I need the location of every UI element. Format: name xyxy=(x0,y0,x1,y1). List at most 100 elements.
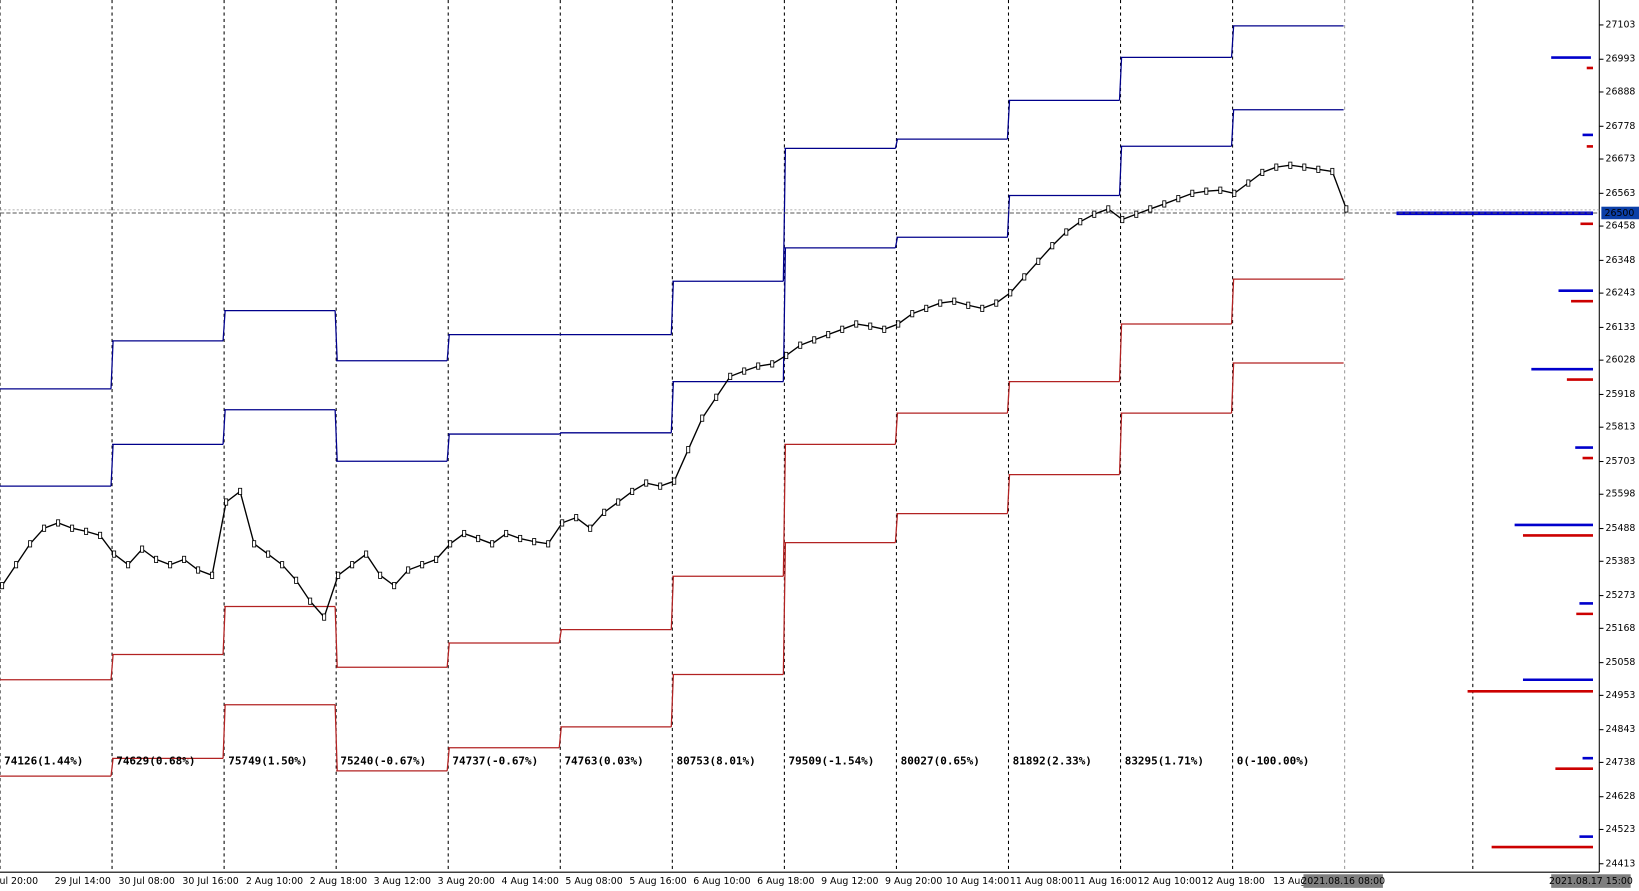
price-candle xyxy=(434,555,439,563)
band-step xyxy=(894,513,899,543)
y-tick-label: 26563 xyxy=(1606,188,1636,199)
price-candle xyxy=(756,362,761,370)
band-step xyxy=(1230,25,1235,58)
x-tick-label: 3 Aug 12:00 xyxy=(374,876,431,887)
price-candle xyxy=(154,555,159,563)
side-levels xyxy=(1396,56,1594,849)
price-candle xyxy=(1078,218,1083,226)
x-tick-label: 2 Aug 10:00 xyxy=(246,876,303,887)
band-step xyxy=(222,409,226,445)
x-tick-label: 30 Jul 08:00 xyxy=(119,876,175,887)
x-tick-label: 12 Aug 18:00 xyxy=(1202,876,1265,887)
y-tick-label: 25273 xyxy=(1606,590,1636,601)
price-candle xyxy=(420,561,425,569)
band-step xyxy=(894,138,899,149)
price-candle xyxy=(966,301,971,309)
price-candle xyxy=(70,524,75,532)
band-step xyxy=(894,413,899,445)
x-tick-label: 11 Aug 16:00 xyxy=(1074,876,1137,887)
band-step xyxy=(222,310,226,341)
band-step xyxy=(222,606,226,655)
price-candle xyxy=(1330,167,1335,176)
price-candle xyxy=(1176,195,1181,203)
price-candle xyxy=(574,514,579,522)
price-candle xyxy=(714,393,719,401)
price-candle xyxy=(504,529,509,538)
price-candle xyxy=(658,482,663,490)
price-candle xyxy=(1092,210,1097,218)
y-tick-label: 26028 xyxy=(1606,355,1636,366)
price-candle xyxy=(602,508,607,516)
y-tick-label: 26888 xyxy=(1606,86,1636,97)
price-candle xyxy=(616,498,621,506)
session-label: 81892(2.33%) xyxy=(1013,754,1092,767)
price-candle xyxy=(938,299,943,307)
price-candle xyxy=(1050,242,1055,250)
band-step xyxy=(1006,474,1011,514)
price-candle xyxy=(854,320,859,328)
price-candle xyxy=(826,331,831,339)
cursor-label-box xyxy=(1303,874,1383,888)
band-step xyxy=(782,148,787,282)
y-tick-label: 25703 xyxy=(1606,456,1636,467)
price-candle xyxy=(168,561,173,569)
cursor-label: 2021.08.16 08:00 xyxy=(1301,876,1385,887)
price-candle xyxy=(546,540,551,548)
price-candle xyxy=(1148,205,1153,213)
x-tick-label: 30 Jul 16:00 xyxy=(182,876,238,887)
band-step xyxy=(782,542,787,675)
price-candle xyxy=(728,372,733,380)
session-label: 75749(1.50%) xyxy=(228,754,307,767)
y-tick-label: 24953 xyxy=(1606,690,1636,701)
price-candle xyxy=(1246,179,1251,187)
price-candle xyxy=(336,571,341,579)
band-step xyxy=(1118,146,1123,196)
band-step xyxy=(110,654,114,680)
price-candle xyxy=(1162,200,1167,208)
price-candle xyxy=(1036,257,1041,265)
session-label: 75240(-0.67%) xyxy=(340,754,426,767)
price-candle xyxy=(448,540,453,548)
price-candle xyxy=(196,566,201,574)
price-candle xyxy=(1274,163,1279,171)
band-step xyxy=(1006,381,1011,414)
price-candle xyxy=(42,524,47,532)
band-step xyxy=(558,629,562,644)
price-candle xyxy=(1204,187,1209,195)
price-candle xyxy=(364,550,369,558)
band-step xyxy=(334,606,338,668)
price-candle xyxy=(378,571,383,579)
price-candle xyxy=(14,561,19,569)
band-step xyxy=(894,237,899,249)
price-candle xyxy=(896,320,901,328)
price-candle xyxy=(910,310,915,318)
y-tick-label: 24843 xyxy=(1606,724,1636,735)
x-tick-label: 6 Aug 10:00 xyxy=(693,876,750,887)
price-candle xyxy=(1232,189,1237,197)
band-step xyxy=(334,704,338,771)
cursor-label: 2021.08.17 15:00 xyxy=(1549,876,1633,887)
price-candle xyxy=(1022,273,1027,281)
price-candle xyxy=(686,446,691,454)
price-candle xyxy=(490,540,495,548)
y-tick-label: 25918 xyxy=(1606,389,1636,400)
band-step xyxy=(670,576,674,630)
band-step xyxy=(446,334,450,361)
price-candle xyxy=(1260,168,1265,176)
y-tick-label: 25488 xyxy=(1606,523,1636,534)
y-tick-label: 25058 xyxy=(1606,657,1636,668)
price-candle xyxy=(126,561,131,569)
band-step xyxy=(1230,279,1235,325)
price-candle xyxy=(322,613,327,621)
price-candle xyxy=(840,325,845,333)
y-tick-label: 24738 xyxy=(1606,757,1636,768)
x-tick-label: 11 Aug 08:00 xyxy=(1010,876,1073,887)
session-label: 79509(-1.54%) xyxy=(789,754,875,767)
band-step xyxy=(670,381,674,433)
price-candle xyxy=(1344,205,1349,213)
y-tick-label: 24413 xyxy=(1606,858,1636,869)
price-line xyxy=(1,164,1347,619)
x-tick-label: 4 Aug 14:00 xyxy=(502,876,559,887)
